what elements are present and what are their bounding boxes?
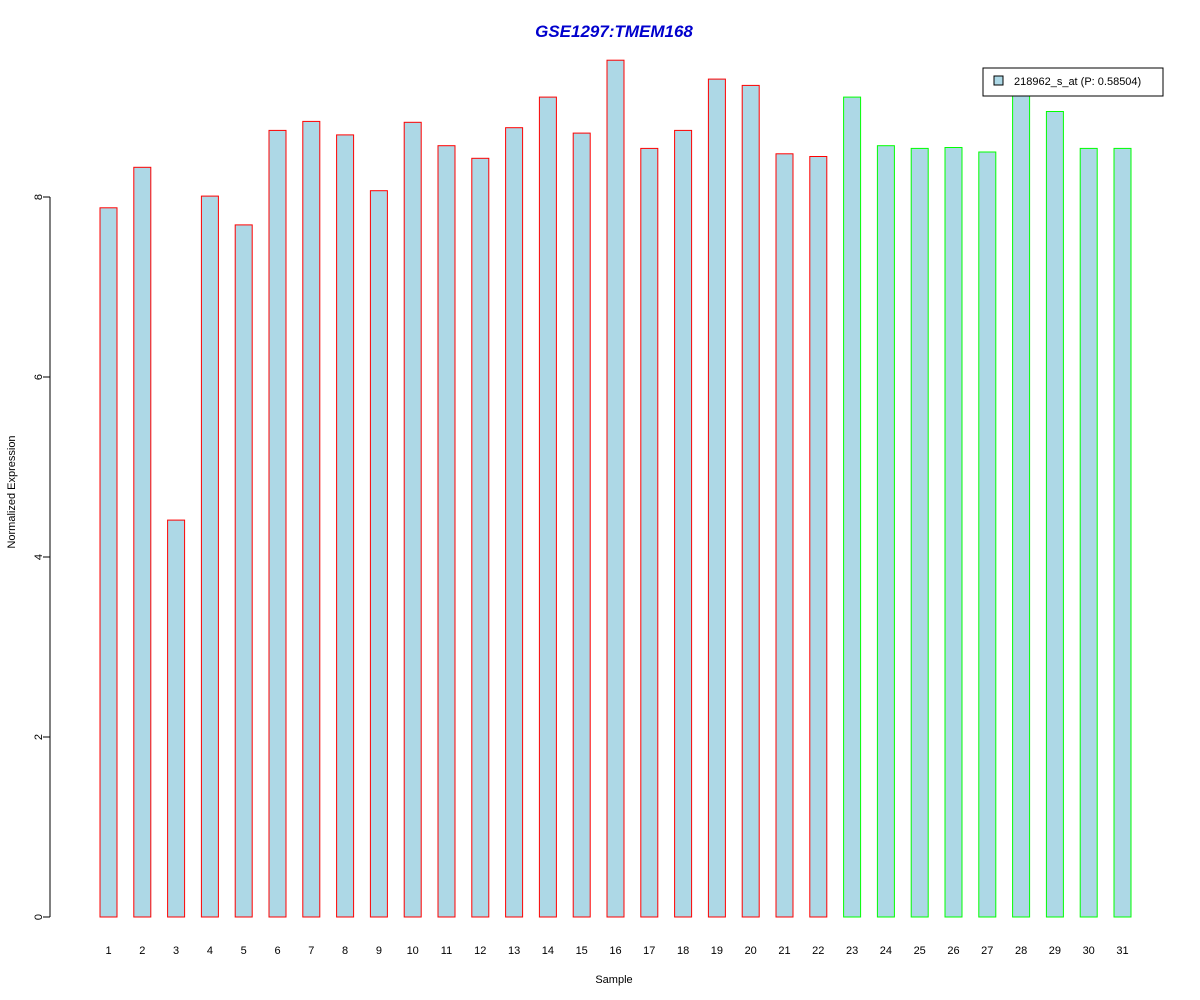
x-tick-label: 2 [139,945,145,957]
x-tick-label: 14 [542,945,554,957]
bar [775,153,794,918]
y-axis-label: Normalized Expression [6,435,18,548]
x-tick-label: 10 [407,945,419,957]
legend-box [982,67,1164,97]
x-tick-label: 7 [308,945,314,957]
bars [99,59,1132,918]
x-tick-label: 8 [342,945,348,957]
x-tick-label: 1 [105,945,111,957]
bar [741,84,760,918]
x-tick-label: 17 [643,945,655,957]
bar [606,59,625,918]
bar [572,132,591,918]
x-tick-labels: 1 2 3 4 5 6 7 8 9 10 11 12 13 14 15 16 17 18 19 20 21 22 23 24 2… [105,945,1128,957]
legend-swatch [993,75,1004,86]
x-tick-label: 12 [474,945,486,957]
x-tick-label: 4 [207,945,213,957]
x-tick-label: 23 [846,945,858,957]
bar [1113,147,1132,918]
x-tick-label: 3 [173,945,179,957]
x-tick-label: 27 [981,945,993,957]
y-tick-label: 4 [33,554,45,560]
x-tick-label: 6 [274,945,280,957]
legend: 218962_s_at (P: 0.58504) [982,67,1164,97]
y-tick-label: 0 [33,914,45,920]
bar [944,147,963,918]
bar [471,157,490,918]
x-tick-label: 9 [376,945,382,957]
x-tick-label: 16 [609,945,621,957]
bar [302,120,321,918]
x-tick-label: 21 [778,945,790,957]
bar [200,195,219,918]
bar [167,519,186,918]
x-tick-label: 19 [711,945,723,957]
legend-label: 218962_s_at (P: 0.58504) [1014,76,1141,88]
bar [538,96,557,918]
bar [843,96,862,918]
x-tick-label: 31 [1116,945,1128,957]
bar [1012,90,1031,918]
bar [505,127,524,918]
x-tick-label: 11 [441,945,452,957]
bar [978,151,997,918]
x-tick-label: 29 [1049,945,1061,957]
x-tick-label: 18 [677,945,689,957]
x-tick-label: 5 [241,945,247,957]
bar [403,121,422,918]
chart-title: GSE1297:TMEM168 [535,22,693,41]
bar [99,207,118,918]
x-tick-label: 13 [508,945,520,957]
bar [234,224,253,918]
x-tick-label: 30 [1083,945,1095,957]
bar [133,166,152,918]
bar [268,129,287,918]
y-tick-label: 2 [33,734,45,740]
bar [707,78,726,918]
bar [1045,111,1064,918]
x-tick-label: 25 [914,945,926,957]
x-tick-label: 24 [880,945,892,957]
x-tick-label: 20 [745,945,757,957]
bar [1079,147,1098,918]
x-tick-label: 26 [947,945,959,957]
bar [674,129,693,918]
bar [369,190,388,918]
bar [876,145,895,918]
bar [809,156,828,918]
x-tick-label: 28 [1015,945,1027,957]
x-axis-label: Sample [595,974,632,986]
bar [336,134,355,918]
bar [640,147,659,918]
y-tick-label: 8 [33,194,45,200]
x-tick-label: 22 [812,945,824,957]
y-axis: 0 2 4 6 8 [33,194,51,920]
y-tick-label: 6 [33,374,45,380]
bar [910,147,929,918]
bar [437,145,456,918]
x-tick-label: 15 [576,945,588,957]
